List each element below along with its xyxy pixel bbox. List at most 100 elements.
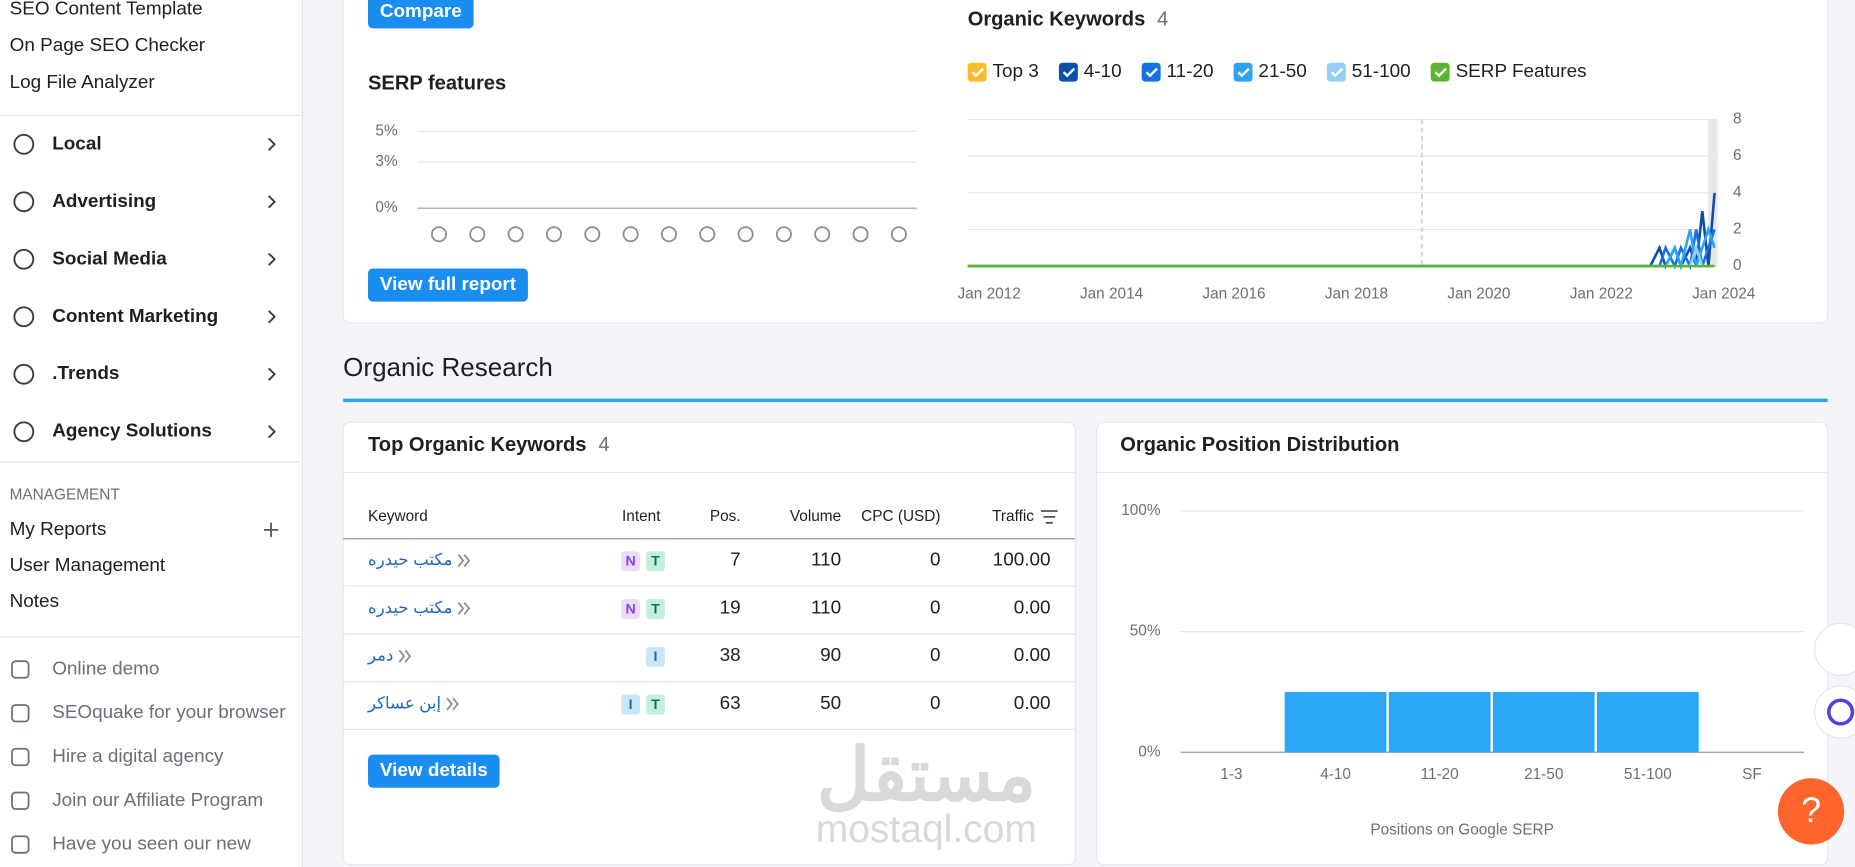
cell: 0.00 xyxy=(1014,597,1051,618)
x-tick-label: Jan 2018 xyxy=(1325,286,1388,303)
cell: 90 xyxy=(820,645,841,666)
section-icon xyxy=(13,133,35,155)
section-icon xyxy=(13,248,35,270)
expand-icon xyxy=(398,649,412,663)
keyword-link[interactable]: دمر xyxy=(367,646,393,666)
nav-section[interactable]: Advertising xyxy=(52,191,156,212)
button[interactable] xyxy=(368,268,528,302)
chevron xyxy=(268,310,276,324)
legend-label: 4-10 xyxy=(1084,61,1122,82)
footer-link[interactable]: Online demo xyxy=(52,658,159,679)
y-tick-label: 5% xyxy=(375,122,398,139)
chevron xyxy=(268,252,276,266)
y-tick-label: 3% xyxy=(375,153,398,170)
column-header: Pos. xyxy=(710,508,741,525)
add-icon xyxy=(263,522,279,537)
x-tick-label: Jan 2014 xyxy=(1080,286,1144,303)
section-icon xyxy=(13,191,35,213)
x-tick-label: Jan 2020 xyxy=(1447,286,1510,303)
cell: 63 xyxy=(720,693,741,714)
column-header: Traffic xyxy=(992,508,1034,525)
check-glyph xyxy=(1330,67,1344,78)
footer-link[interactable]: Join our Affiliate Program xyxy=(52,790,263,811)
section-icon xyxy=(13,363,35,385)
intent-badge xyxy=(645,551,665,572)
feature-icon xyxy=(545,226,562,243)
section-heading: Organic Research xyxy=(343,352,553,382)
feature-icon xyxy=(852,226,869,243)
bar xyxy=(1284,691,1387,753)
x-tick-label: 11-20 xyxy=(1421,766,1459,783)
translate-icon[interactable] xyxy=(1814,622,1855,676)
intent-badge xyxy=(621,551,641,572)
check-glyph xyxy=(1434,67,1447,78)
legend-check[interactable] xyxy=(1430,62,1450,82)
legend-label: 51-100 xyxy=(1352,61,1411,82)
section-icon xyxy=(13,421,35,443)
nav-link[interactable]: Log File Analyzer xyxy=(10,72,155,93)
nav-link[interactable]: On Page SEO Checker xyxy=(10,35,205,56)
check-glyph xyxy=(1237,67,1250,78)
legend-check[interactable] xyxy=(967,62,987,82)
cell: 0 xyxy=(930,693,941,714)
intent-label: I xyxy=(653,649,657,665)
x-tick-label: Jan 2016 xyxy=(1202,286,1265,303)
chevron xyxy=(268,137,276,151)
keyword-link[interactable]: إبن عساكر xyxy=(367,693,441,713)
nav-link[interactable]: SEO Content Template xyxy=(10,0,203,19)
assistant-glyph xyxy=(1827,698,1855,726)
legend-check[interactable] xyxy=(1233,62,1253,82)
column-header: Keyword xyxy=(368,508,428,525)
button-label: View details xyxy=(380,760,488,781)
keyword-link[interactable]: مكتب حيدره xyxy=(368,550,452,570)
button[interactable] xyxy=(368,754,500,788)
help-button[interactable] xyxy=(1777,778,1845,845)
keywords-count: 4 xyxy=(1157,8,1168,30)
feature-icon xyxy=(890,226,907,243)
nav-link[interactable]: Notes xyxy=(10,591,59,612)
nav-link[interactable]: My Reports xyxy=(10,519,107,540)
current-period xyxy=(1708,119,1718,267)
x-tick-label: Jan 2012 xyxy=(958,286,1021,303)
feature-icon xyxy=(737,226,754,243)
feature-icon xyxy=(469,226,486,243)
button[interactable] xyxy=(368,0,474,29)
check-glyph xyxy=(1145,67,1158,78)
nav-heading: MANAGEMENT xyxy=(10,487,121,504)
nav-section[interactable]: Local xyxy=(52,133,101,154)
nav-link[interactable]: User Management xyxy=(10,555,166,576)
footer-link[interactable]: Have you seen our new xyxy=(52,834,251,855)
legend-check[interactable] xyxy=(1058,62,1078,82)
nav-section[interactable]: .Trends xyxy=(52,363,119,384)
intent-badge xyxy=(621,598,641,620)
footer-icon xyxy=(11,704,30,723)
expand-icon xyxy=(457,554,471,568)
nav-section[interactable]: Agency Solutions xyxy=(52,421,212,442)
footer-link[interactable]: Hire a digital agency xyxy=(52,746,224,767)
feature-icon xyxy=(660,226,677,243)
nav-section[interactable]: Content Marketing xyxy=(52,306,218,327)
footer-icon xyxy=(11,660,30,679)
footer-icon xyxy=(11,791,30,810)
legend-check[interactable] xyxy=(1326,62,1346,82)
footer-icon xyxy=(11,747,30,767)
nav-section[interactable]: Social Media xyxy=(52,248,167,269)
column-header: Intent xyxy=(622,508,661,525)
cell: 0.00 xyxy=(1014,645,1051,666)
bar xyxy=(1492,691,1595,753)
x-tick-label: 51-100 xyxy=(1624,766,1672,783)
assistant-icon[interactable] xyxy=(1814,685,1855,739)
section-icon xyxy=(13,306,35,328)
y-tick-label: 0% xyxy=(375,199,398,216)
footer-link[interactable]: SEOquake for your browser xyxy=(52,702,285,723)
intent-label: N xyxy=(625,601,635,617)
x-tick-label: 21-50 xyxy=(1524,766,1563,783)
legend-label: Top 3 xyxy=(993,61,1039,82)
keyword-link[interactable]: مكتب حيدره xyxy=(368,598,452,618)
bar xyxy=(1388,691,1491,753)
legend-check[interactable] xyxy=(1141,62,1161,82)
cell: 19 xyxy=(720,597,741,618)
x-tick-label: Jan 2022 xyxy=(1570,286,1633,303)
